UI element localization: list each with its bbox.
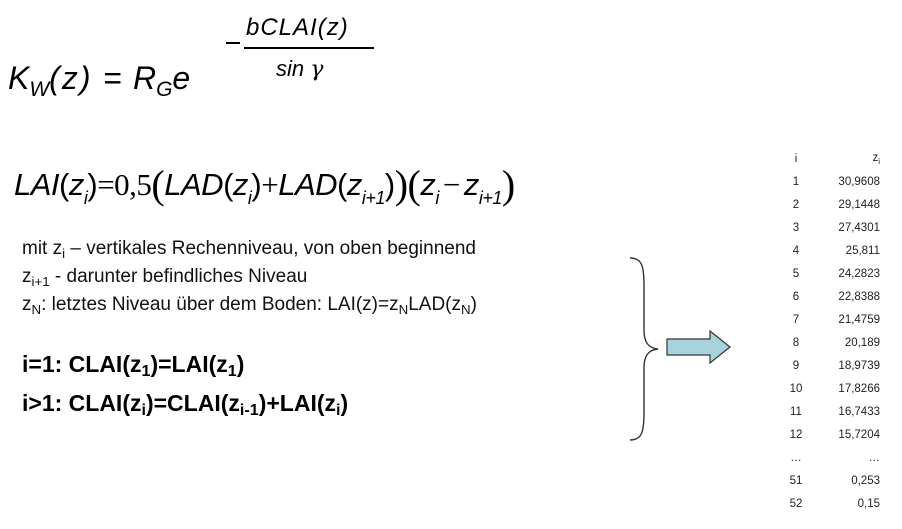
- exponent-minus: [226, 42, 240, 44]
- table-row: ……: [776, 446, 886, 469]
- right-arrow-icon: [666, 330, 731, 364]
- header-z: zi: [872, 152, 880, 166]
- right-curly-brace: [629, 257, 659, 441]
- row-index: 52: [789, 497, 803, 510]
- z-var: z: [420, 167, 436, 202]
- z-var: z: [68, 167, 85, 202]
- row-z-value: 16,7433: [838, 405, 880, 418]
- table-row: 8 20,189: [776, 331, 886, 354]
- row-z-value: 15,7204: [838, 428, 880, 441]
- kw-equals: =: [103, 60, 123, 96]
- equals-sign: =: [97, 167, 115, 202]
- i1-sub: i+1: [478, 188, 503, 208]
- table-row: 9 18,9739: [776, 354, 886, 377]
- row-index: 4: [792, 244, 800, 257]
- row-z-value: 18,9739: [838, 359, 880, 372]
- row-z-value: 0,253: [851, 474, 880, 487]
- row-z-value: 0,15: [857, 497, 880, 510]
- row-index: 7: [792, 313, 800, 326]
- coefficient: 0,5: [114, 167, 152, 202]
- row-z-value: 20,189: [844, 336, 880, 349]
- table-row: 12 15,7204: [776, 423, 886, 446]
- plus-sign: +: [261, 167, 279, 202]
- table-row: 5 24,2823: [776, 262, 886, 285]
- exponent-fraction-bar: [244, 47, 374, 49]
- rg-symbol: R: [132, 60, 157, 96]
- lad-label-2: LAD: [278, 167, 338, 202]
- table-header-row: i zi: [776, 148, 886, 170]
- kw-argument: (z): [49, 60, 93, 96]
- z-var: z: [346, 167, 363, 202]
- formula-kw: KW(z) = RGe: [8, 60, 191, 100]
- row-index: 6: [792, 290, 800, 303]
- table-row: 51 0,253: [776, 469, 886, 492]
- table-row: 1 30,9608: [776, 170, 886, 193]
- table-row: 2 29,1448: [776, 193, 886, 216]
- row-z-value: 21,4759: [838, 313, 880, 326]
- row-z-value: 27,4301: [838, 221, 880, 234]
- row-index: …: [790, 451, 802, 464]
- row-z-value: 22,8388: [838, 290, 880, 303]
- row-index: 3: [792, 221, 800, 234]
- description-line-1: mit zi – vertikales Rechenniveau, von ob…: [22, 238, 476, 261]
- row-z-value: 24,2823: [838, 267, 880, 280]
- exponent-denominator: sin γ: [276, 56, 323, 82]
- row-index: 11: [790, 405, 802, 418]
- table-row: 52 0,15: [776, 492, 886, 515]
- description-line-2: zi+1 - darunter befindliches Niveau: [22, 266, 308, 289]
- z-var: z: [463, 167, 480, 202]
- row-index: 5: [792, 267, 800, 280]
- row-z-value: 25,811: [845, 244, 880, 257]
- row-z-value: 29,1448: [838, 198, 880, 211]
- row-z-value: 30,9608: [838, 175, 880, 188]
- row-index: 1: [792, 175, 800, 188]
- table-row: 11 16,7433: [776, 400, 886, 423]
- table-row: 6 22,8388: [776, 285, 886, 308]
- table-row: 10 17,8266: [776, 377, 886, 400]
- row-index: 9: [792, 359, 800, 372]
- kw-symbol: K: [8, 60, 30, 96]
- row-z-value: 17,8266: [838, 382, 880, 395]
- kw-subscript: W: [29, 78, 50, 101]
- exponent-numerator: bCLAI(z): [246, 14, 349, 41]
- row-index: 12: [789, 428, 803, 441]
- row-index: 51: [789, 474, 803, 487]
- i-sub: i: [83, 188, 88, 208]
- table-row: 4 25,811: [776, 239, 886, 262]
- gamma-symbol: γ: [310, 57, 324, 82]
- row-index: 10: [789, 382, 803, 395]
- i1-sub: i+1: [361, 188, 386, 208]
- z-values-table: i zi 1 30,9608 2 29,1448 3 27,4301 4 25,811 5 24,…: [776, 148, 886, 515]
- rg-subscript: G: [156, 78, 173, 101]
- row-index: 8: [792, 336, 800, 349]
- header-i: i: [794, 153, 798, 165]
- row-z-value: …: [868, 451, 881, 464]
- description-line-3: zN: letztes Niveau über dem Boden: LAI(z…: [22, 294, 477, 317]
- lai-label: LAI: [14, 167, 60, 202]
- table-row: 3 27,4301: [776, 216, 886, 239]
- rule-next-levels: i>1: CLAI(zi)=CLAI(zi-1)+LAI(zi): [22, 390, 349, 419]
- exponent-den-text: sin: [276, 56, 305, 81]
- minus-sign: −: [442, 167, 460, 202]
- i-sub: i: [435, 188, 439, 208]
- e-base: e: [172, 60, 191, 96]
- formula-lai: LAI(zi)=0,5(LAD(zi)+LAD(zi+1))(zi − zi+1): [14, 162, 515, 208]
- row-index: 2: [792, 198, 800, 211]
- table-row: 7 21,4759: [776, 308, 886, 331]
- i-sub: i: [247, 188, 252, 208]
- lad-label-1: LAD: [164, 167, 224, 202]
- z-var: z: [232, 167, 249, 202]
- rule-first-level: i=1: CLAI(z1)=LAI(z1): [22, 351, 245, 380]
